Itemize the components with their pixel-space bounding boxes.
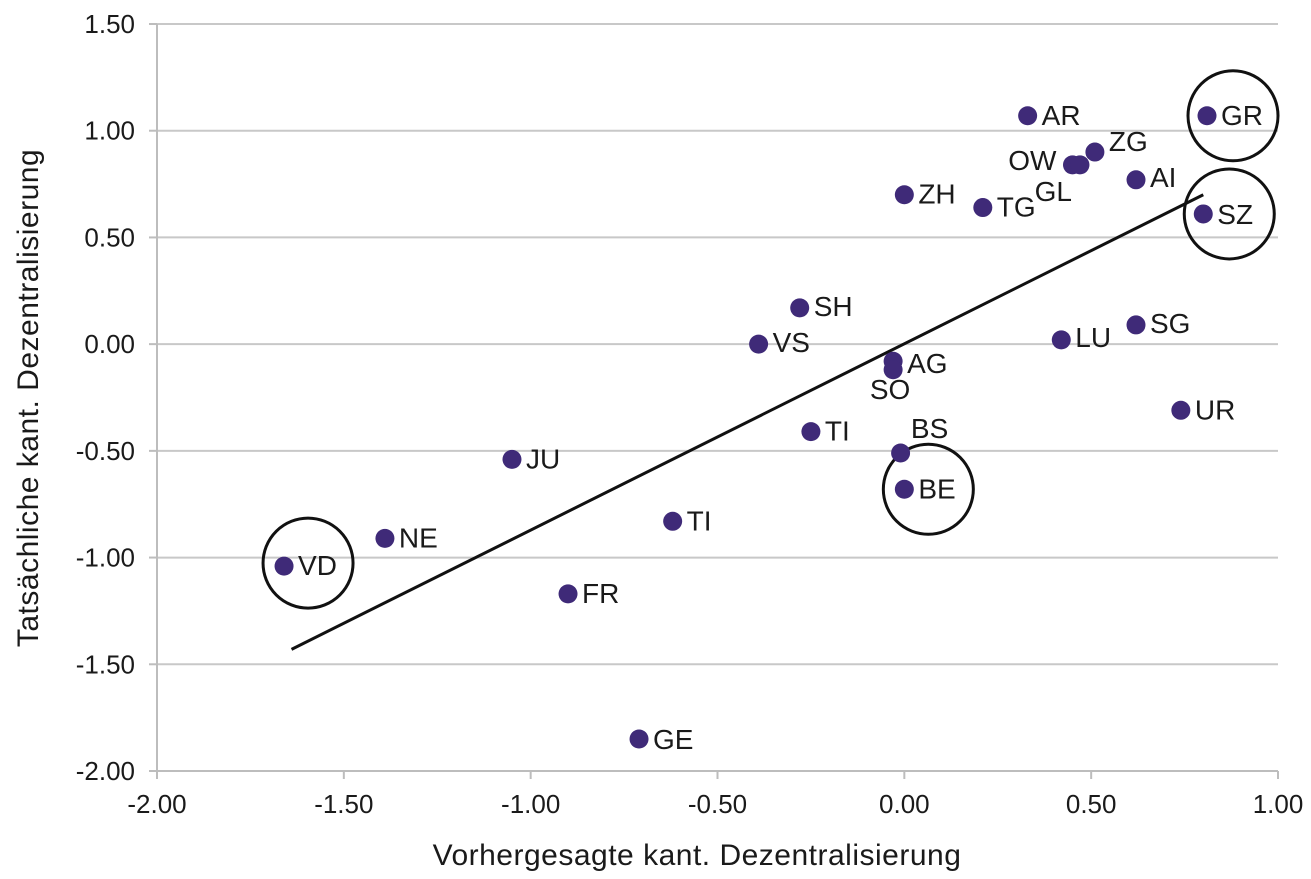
data-label: NE (399, 522, 438, 553)
y-tick-label: -0.50 (76, 436, 135, 466)
axis-ticks: 1.50 1.00 0.50 0.00 -0.50 -1.00 -1.50 -2.00-2.0… (76, 9, 1304, 819)
data-point (883, 360, 903, 380)
data-point (790, 298, 810, 318)
data-label: BE (918, 473, 955, 504)
trendline (290, 193, 1204, 651)
x-axis-title: Vorhergesagte kant. Dezentralisierung (433, 839, 962, 872)
data-label: GL (1035, 176, 1072, 207)
data-point (973, 198, 993, 218)
data-label: OW (1008, 145, 1057, 176)
data-label: VS (773, 327, 810, 358)
data-point (1126, 315, 1146, 335)
data-point (1193, 204, 1213, 224)
y-tick-label: 0.50 (84, 222, 135, 252)
x-tick-label: 0.50 (1066, 789, 1117, 819)
data-label: LU (1075, 322, 1111, 353)
x-tick-label: 1.00 (1253, 789, 1304, 819)
x-tick-label: 0.00 (879, 789, 930, 819)
data-point (891, 443, 911, 463)
y-tick-label: 0.00 (84, 329, 135, 359)
data-point (502, 449, 522, 469)
y-tick-label: -2.00 (76, 756, 135, 786)
data-label: JU (526, 443, 560, 474)
data-label: AR (1042, 100, 1081, 131)
data-label: SG (1150, 308, 1190, 339)
y-tick-label: 1.50 (84, 9, 135, 39)
data-label: TG (997, 192, 1036, 223)
data-point (274, 556, 294, 576)
x-tick-label: -2.00 (127, 789, 186, 819)
y-axis-title: Tatsächliche kant. Dezentralisierung (12, 149, 45, 647)
data-point (375, 528, 395, 548)
data-label: UR (1195, 394, 1235, 425)
highlight-circle (1182, 167, 1276, 261)
data-point (894, 479, 914, 499)
data-label: SO (870, 374, 910, 405)
data-label: TI (687, 505, 712, 536)
highlight-circle (881, 442, 975, 536)
data-point (1197, 106, 1217, 126)
data-label: ZH (918, 179, 955, 210)
data-label: SH (814, 291, 853, 322)
x-tick-label: -1.50 (314, 789, 373, 819)
data-point (1085, 142, 1105, 162)
data-label: AI (1150, 162, 1176, 193)
highlight-circle (261, 516, 355, 610)
x-tick-label: -0.50 (688, 789, 747, 819)
data-label: SZ (1217, 199, 1253, 230)
data-point (894, 185, 914, 205)
data-point (1051, 330, 1071, 350)
data-point (1171, 400, 1191, 420)
y-tick-label: 1.00 (84, 116, 135, 146)
data-point (1018, 106, 1038, 126)
data-point (749, 334, 769, 354)
data-label: BS (911, 413, 948, 444)
y-tick-label: -1.50 (76, 649, 135, 679)
data-point (663, 511, 683, 531)
data-point (1126, 170, 1146, 190)
data-point (558, 584, 578, 604)
data-point (629, 729, 649, 749)
data-label: AG (907, 348, 947, 379)
data-points (274, 106, 1217, 749)
trendline-group (290, 193, 1204, 651)
data-label: GR (1221, 100, 1263, 131)
data-point (801, 422, 821, 442)
data-label: VD (298, 550, 337, 581)
data-label: GE (653, 724, 693, 755)
y-tick-label: -1.00 (76, 543, 135, 573)
highlight-circle (1186, 69, 1280, 163)
data-label: TI (825, 416, 850, 447)
data-point (1070, 155, 1090, 175)
highlight-circles (261, 69, 1280, 610)
data-label: ZG (1109, 126, 1148, 157)
data-label: FR (582, 578, 619, 609)
x-tick-label: -1.00 (501, 789, 560, 819)
gridlines (157, 23, 1278, 666)
